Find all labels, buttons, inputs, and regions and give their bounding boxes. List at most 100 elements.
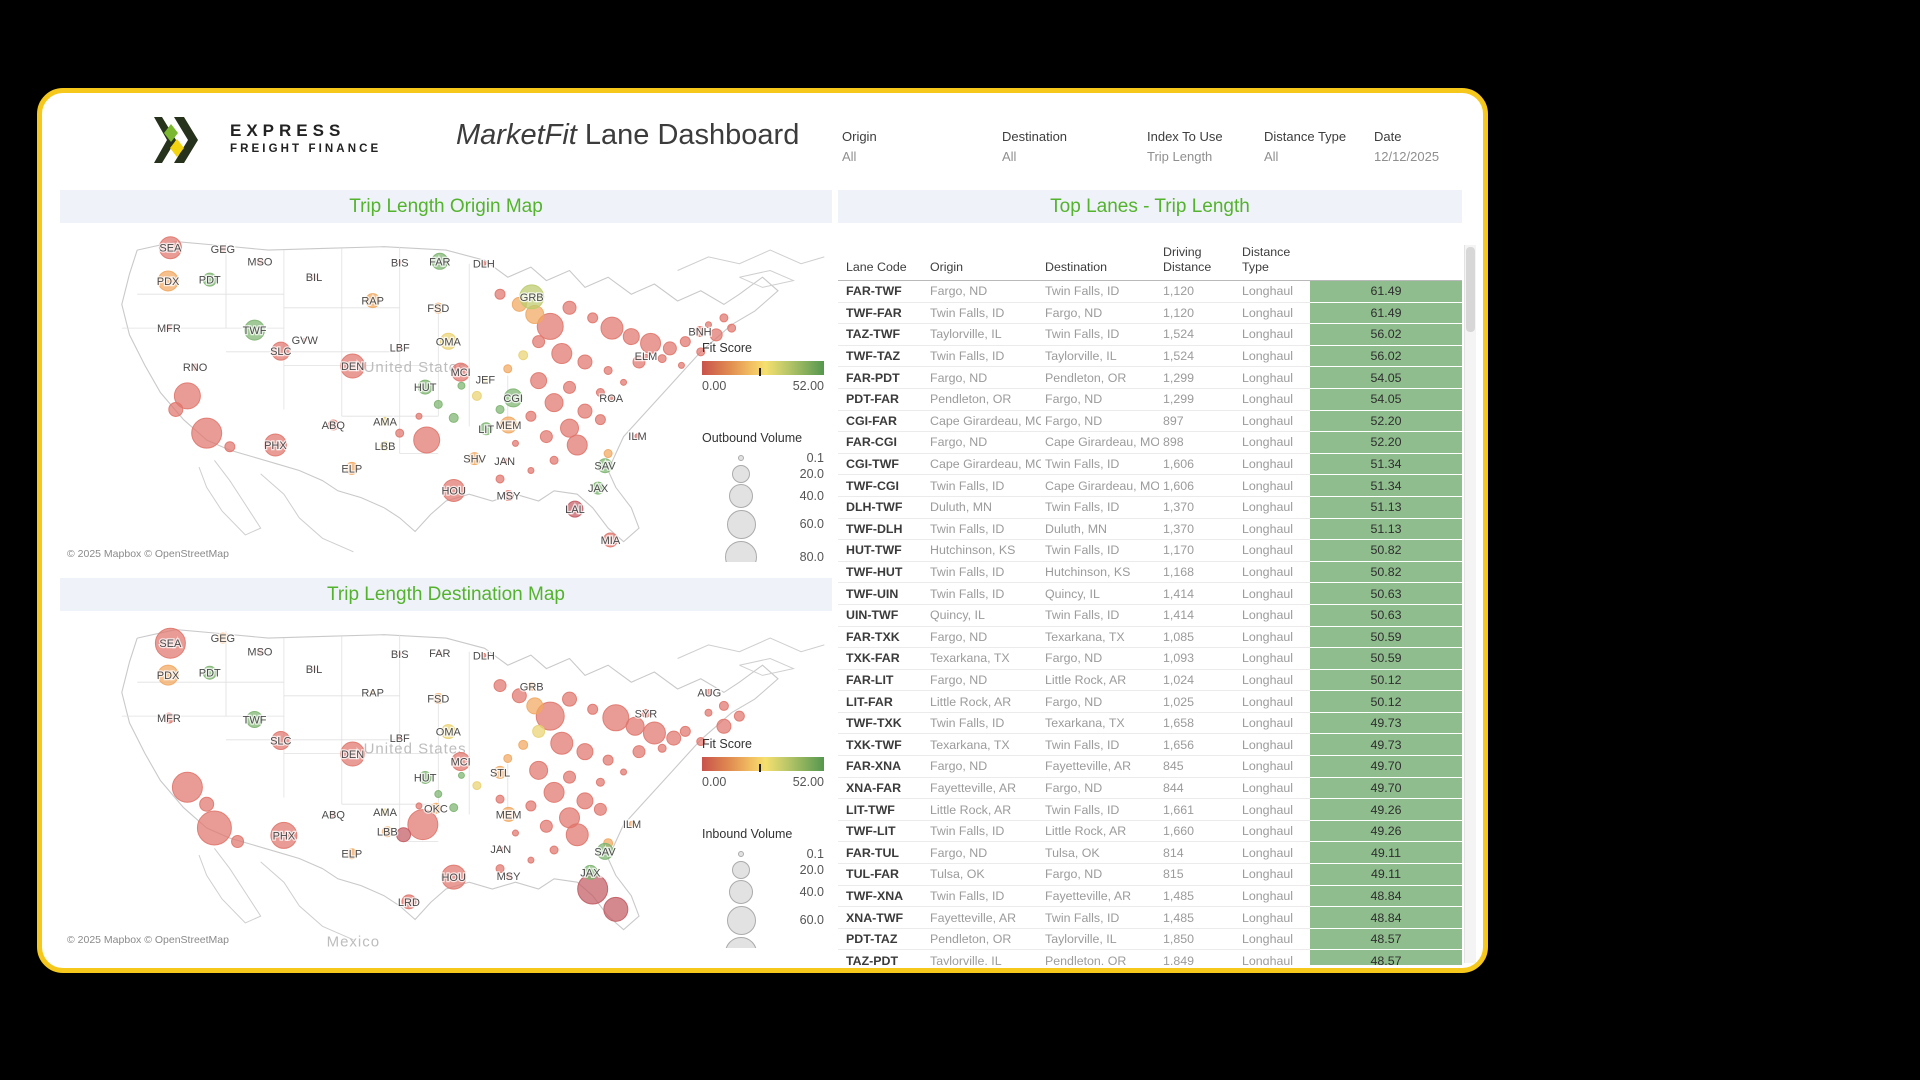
column-header[interactable]: [1310, 245, 1462, 281]
volume-bubble[interactable]: [577, 354, 593, 370]
cell-destination[interactable]: Twin Falls, ID: [1041, 280, 1159, 303]
volume-bubble[interactable]: [696, 737, 706, 747]
cell-destination[interactable]: Fargo, ND: [1041, 777, 1159, 800]
cell-driving-distance[interactable]: 1,524: [1159, 345, 1238, 368]
cell-lane-code[interactable]: TWF-CGI: [838, 474, 926, 497]
cell-fit-score[interactable]: 52.20: [1310, 431, 1462, 454]
city-bubble[interactable]: [566, 500, 584, 518]
city-bubble[interactable]: [505, 872, 513, 880]
cell-origin[interactable]: Twin Falls, ID: [926, 712, 1041, 735]
city-bubble[interactable]: [431, 252, 449, 270]
column-header[interactable]: Origin: [926, 245, 1041, 281]
city-bubble[interactable]: [498, 846, 504, 852]
city-bubble[interactable]: [705, 688, 713, 696]
cell-driving-distance[interactable]: 1,024: [1159, 669, 1238, 692]
table-row[interactable]: PDT-TAZ Pendleton, OR Taylorville, IL 1,850…: [838, 928, 1462, 951]
volume-bubble[interactable]: [587, 312, 599, 324]
cell-destination[interactable]: Little Rock, AR: [1041, 820, 1159, 843]
volume-bubble[interactable]: [563, 770, 577, 784]
cell-driving-distance[interactable]: 1,025: [1159, 690, 1238, 713]
volume-bubble[interactable]: [173, 382, 201, 410]
cell-fit-score[interactable]: 61.49: [1310, 280, 1462, 303]
cell-driving-distance[interactable]: 845: [1159, 755, 1238, 778]
city-bubble[interactable]: [481, 652, 487, 658]
cell-origin[interactable]: Little Rock, AR: [926, 690, 1041, 713]
cell-driving-distance[interactable]: 1,850: [1159, 928, 1238, 951]
column-header[interactable]: Destination: [1041, 245, 1159, 281]
cell-origin[interactable]: Pendleton, OR: [926, 388, 1041, 411]
table-row[interactable]: TWF-TAZ Twin Falls, ID Taylorville, IL 1,52…: [838, 345, 1462, 368]
cell-driving-distance[interactable]: 1,299: [1159, 388, 1238, 411]
cell-destination[interactable]: Fargo, ND: [1041, 388, 1159, 411]
city-bubble[interactable]: [591, 481, 605, 495]
city-bubble[interactable]: [271, 341, 291, 361]
table-row[interactable]: TWF-LIT Twin Falls, ID Little Rock, AR 1,66…: [838, 820, 1462, 843]
volume-bubble[interactable]: [733, 710, 745, 722]
table-row[interactable]: TXK-TWF Texarkana, TX Twin Falls, ID 1,656 L…: [838, 733, 1462, 757]
cell-origin[interactable]: Fargo, ND: [926, 669, 1041, 692]
cell-distance-type[interactable]: Longhaul: [1238, 820, 1310, 843]
volume-bubble[interactable]: [199, 796, 215, 812]
cell-destination[interactable]: Cape Girardeau, MO: [1041, 431, 1159, 454]
cell-destination[interactable]: Twin Falls, ID: [1041, 604, 1159, 627]
cell-fit-score[interactable]: 51.34: [1310, 453, 1462, 476]
city-bubble[interactable]: [157, 664, 179, 686]
cell-lane-code[interactable]: FAR-TWF: [838, 280, 926, 303]
cell-driving-distance[interactable]: 1,370: [1159, 496, 1238, 519]
cell-lane-code[interactable]: FAR-PDT: [838, 366, 926, 389]
cell-destination[interactable]: Cape Girardeau, MO: [1041, 474, 1159, 497]
filter-distance-type[interactable]: Distance Type All: [1264, 129, 1368, 164]
cell-destination[interactable]: Twin Falls, ID: [1041, 323, 1159, 346]
cell-destination[interactable]: Twin Falls, ID: [1041, 906, 1159, 929]
filter-destination-value[interactable]: All: [1002, 149, 1017, 164]
cell-fit-score[interactable]: 52.20: [1310, 410, 1462, 433]
volume-bubble[interactable]: [544, 393, 564, 413]
cell-distance-type[interactable]: Longhaul: [1238, 280, 1310, 303]
volume-bubble[interactable]: [503, 753, 513, 763]
cell-origin[interactable]: Twin Falls, ID: [926, 474, 1041, 497]
cell-destination[interactable]: Fargo, ND: [1041, 863, 1159, 886]
city-bubble[interactable]: [418, 770, 432, 784]
cell-distance-type[interactable]: Longhaul: [1238, 431, 1310, 454]
cell-lane-code[interactable]: DLH-TWF: [838, 496, 926, 519]
volume-bubble[interactable]: [471, 390, 482, 401]
volume-bubble[interactable]: [518, 350, 529, 361]
table-row[interactable]: PDT-FAR Pendleton, OR Fargo, ND 1,299 Longha…: [838, 388, 1462, 411]
city-bubble[interactable]: [468, 452, 482, 466]
volume-bubble[interactable]: [549, 455, 559, 465]
cell-lane-code[interactable]: TWF-TXK: [838, 712, 926, 735]
city-bubble[interactable]: [602, 532, 618, 548]
filter-index-value[interactable]: Trip Length: [1147, 149, 1213, 164]
cell-origin[interactable]: Cape Girardeau, MO: [926, 453, 1041, 476]
city-bubble[interactable]: [340, 741, 366, 767]
volume-bubble[interactable]: [495, 404, 505, 414]
volume-bubble[interactable]: [600, 316, 624, 340]
cell-destination[interactable]: Twin Falls, ID: [1041, 798, 1159, 821]
cell-fit-score[interactable]: 49.73: [1310, 733, 1462, 757]
cell-fit-score[interactable]: 49.73: [1310, 712, 1462, 735]
destination-map[interactable]: United States Mexico SEA GEG MSO PDX PDT BIL BIS…: [60, 611, 832, 948]
cell-destination[interactable]: Fayetteville, AR: [1041, 885, 1159, 908]
city-bubble[interactable]: [628, 820, 636, 828]
city-bubble[interactable]: [246, 710, 264, 728]
volume-bubble[interactable]: [563, 380, 577, 394]
volume-bubble[interactable]: [536, 312, 564, 340]
volume-bubble[interactable]: [620, 768, 628, 776]
cell-origin[interactable]: Twin Falls, ID: [926, 345, 1041, 368]
volume-bubble[interactable]: [525, 800, 537, 812]
column-header[interactable]: Driving Distance: [1159, 245, 1238, 281]
cell-destination[interactable]: Duluth, MN: [1041, 518, 1159, 541]
cell-distance-type[interactable]: Longhaul: [1238, 582, 1310, 605]
city-bubble[interactable]: [165, 324, 172, 331]
volume-bubble[interactable]: [551, 343, 573, 365]
cell-origin[interactable]: Fargo, ND: [926, 755, 1041, 778]
volume-bubble[interactable]: [718, 700, 729, 711]
volume-bubble[interactable]: [532, 724, 546, 738]
volume-bubble[interactable]: [562, 691, 578, 707]
cell-destination[interactable]: Fargo, ND: [1041, 690, 1159, 713]
volume-bubble[interactable]: [625, 716, 645, 736]
cell-driving-distance[interactable]: 1,370: [1159, 518, 1238, 541]
filter-date[interactable]: Date 12/12/2025: [1374, 129, 1469, 164]
table-row[interactable]: TXK-FAR Texarkana, TX Fargo, ND 1,093 Longha…: [838, 647, 1462, 670]
cell-fit-score[interactable]: 48.57: [1310, 949, 1462, 965]
